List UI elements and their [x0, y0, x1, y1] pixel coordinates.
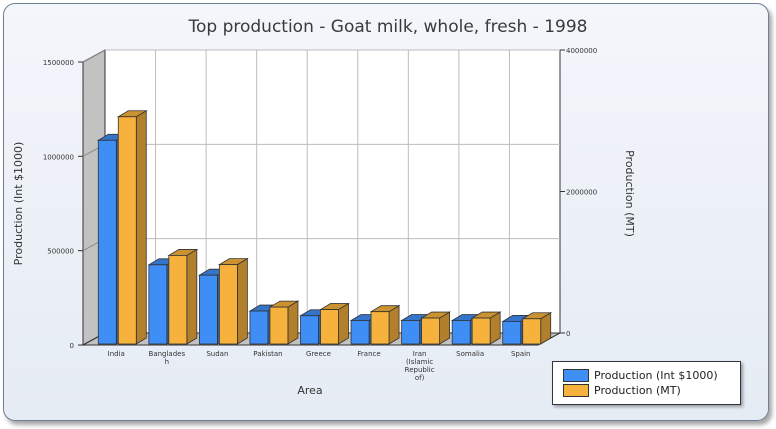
legend-swatch-series-2: [563, 383, 589, 397]
right-axis-title: Production (MT): [623, 150, 636, 237]
chart-title: Top production - Goat milk, whole, fresh…: [188, 17, 588, 37]
bar-series-2: [167, 248, 199, 345]
legend-label-series-1: Production (Int $1000): [594, 368, 718, 382]
bar-series-2: [268, 300, 300, 345]
x-axis-tick-label: Iran (Islamic Republic of): [405, 350, 435, 382]
x-axis-tick-label: Banglades h: [149, 350, 186, 366]
bar-series-2: [521, 312, 553, 345]
right-axis-tick-label: 4000000: [566, 47, 597, 55]
chart-legend: Production (Int $1000) Production (MT): [552, 361, 741, 405]
bar-series-2: [116, 110, 148, 345]
legend-swatch-series-1: [563, 368, 589, 382]
left-axis-tick-label: 500000: [47, 248, 74, 256]
bar-series-2: [217, 257, 249, 345]
bar-series-2: [369, 304, 401, 345]
x-axis-tick-label: Pakistan: [253, 350, 282, 358]
left-axis-title: Production (Int $1000): [12, 142, 25, 266]
legend-item-series-2: Production (MT): [563, 383, 681, 397]
x-axis-tick-label: France: [357, 350, 380, 358]
x-axis-tick-label: Somalia: [456, 350, 484, 358]
x-axis-tick-label: Spain: [511, 350, 531, 358]
x-axis-tick-label: Sudan: [206, 350, 228, 358]
bar-series-2: [420, 311, 452, 345]
legend-label-series-2: Production (MT): [594, 383, 681, 397]
left-axis-tick-label: 1500000: [43, 59, 74, 67]
x-axis-tick-label: India: [108, 350, 125, 358]
x-axis-title: Area: [297, 384, 322, 397]
bar-series-2: [319, 302, 350, 345]
grid-line-side: [82, 49, 106, 63]
left-axis-tick-label: 0: [70, 342, 74, 350]
x-axis-tick-label: Greece: [306, 350, 331, 358]
bar-series-2: [470, 311, 502, 345]
legend-item-series-1: Production (Int $1000): [563, 368, 718, 382]
right-axis-tick-label: 2000000: [566, 189, 597, 197]
left-axis-tick-label: 1000000: [43, 153, 74, 161]
right-axis-tick-label: 0: [566, 330, 570, 338]
